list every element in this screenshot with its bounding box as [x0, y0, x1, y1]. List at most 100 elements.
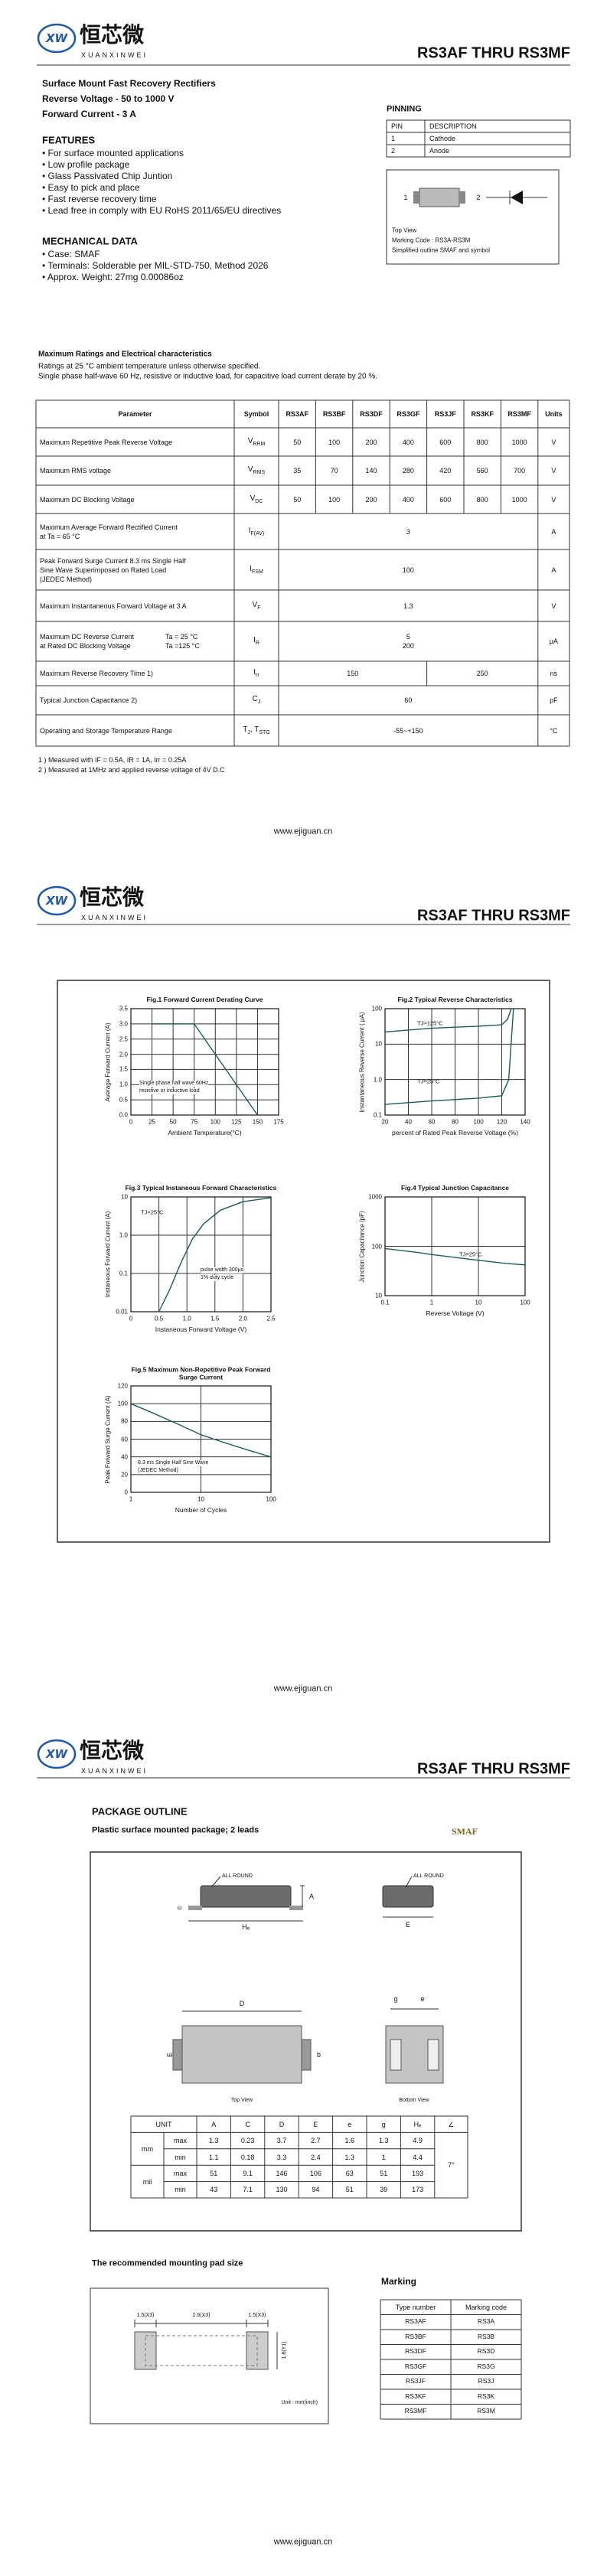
unit: μA [549, 637, 558, 645]
text: max [173, 2136, 187, 2144]
text: RS3K [477, 2392, 495, 2400]
x-tick-label: 0 [129, 1118, 133, 1126]
column-header: RS3JF [434, 409, 456, 418]
chart-panel [57, 980, 550, 1543]
chart-title: Fig.3 Typical Instaneous Forward Charact… [125, 1184, 277, 1192]
text: C [245, 2120, 250, 2128]
parameter: at Ta = 65 °C [40, 532, 80, 540]
part-range: RS3AF THRU RS3MF [416, 907, 570, 924]
value: -55~+150 [393, 726, 423, 735]
value: 800 [476, 495, 488, 504]
symbol-sub: J [257, 699, 261, 705]
column-header: RS3MF [507, 409, 531, 418]
text: RS3D [477, 2347, 495, 2356]
value: 2.4 [311, 2153, 321, 2161]
value: 100 [328, 495, 341, 504]
feature-item: • Lead free in comply with EU RoHS 2011/… [42, 205, 282, 217]
parameter: Operating and Storage Temperature Range [40, 726, 172, 735]
data-line [384, 1008, 514, 1105]
symbol-base: V [247, 465, 253, 474]
y-tick-label: 100 [117, 1400, 128, 1407]
logo-text: XW [45, 1747, 69, 1761]
subtitle: Plastic surface mounted package; 2 leads [92, 1825, 259, 1835]
y-tick-label: 60 [121, 1435, 128, 1443]
y-tick-label: 0.0 [119, 1111, 128, 1119]
text: g [381, 2120, 386, 2128]
x-tick-label: 100 [520, 1299, 530, 1306]
symbol: VDC [250, 494, 263, 504]
chart-title: Fig.2 Typical Reverse Characteristics [397, 996, 513, 1004]
parameter: Maximum DC Blocking Voltage [40, 495, 135, 504]
text: RS3A [477, 2317, 495, 2326]
annotation: resistive or inductive load [139, 1087, 200, 1095]
value: 140 [365, 466, 377, 474]
part-range: RS3AF THRU RS3MF [416, 1760, 570, 1778]
text: Anode [429, 146, 450, 155]
leader [210, 1876, 221, 1888]
text: 1 [403, 193, 408, 201]
value: 560 [476, 466, 488, 474]
y-tick-label: 10 [375, 1292, 382, 1299]
product-title: Surface Mount Fast Recovery Rectifiers [42, 78, 216, 90]
mechanical-item: • Case: SMAF [42, 249, 100, 260]
value: 400 [402, 495, 414, 504]
x-tick-label: 10 [197, 1495, 204, 1503]
text: max [173, 2169, 187, 2177]
brand-en: XUANXINWEI [81, 1766, 148, 1775]
x-tick-label: 20 [381, 1118, 389, 1126]
view-label: Bottom View [399, 2097, 429, 2103]
plot-frame [130, 1196, 272, 1312]
x-tick-label: 50 [169, 1118, 177, 1126]
column-header: RS3AF [286, 409, 308, 418]
package-outline [145, 2335, 258, 2366]
data-line [152, 1023, 258, 1116]
text: A [211, 2120, 217, 2128]
dim-label: E [165, 2052, 174, 2058]
symbol-sub: F(AV) [250, 530, 265, 536]
text: RS3MF [404, 2407, 427, 2415]
x-tick-label: 1.5 [210, 1315, 220, 1322]
dim-label: g [393, 1994, 398, 2003]
parameter: Maximum DC Reverse Current [40, 632, 135, 641]
lead [289, 1906, 303, 1910]
mechanical-item: • Terminals: Solderable per MIL-STD-750,… [42, 260, 269, 272]
parameter: at Rated DC Blocking Voltage [40, 641, 131, 650]
column-header: Units [545, 409, 563, 418]
x-tick-label: 1.0 [182, 1315, 191, 1322]
column-header: Symbol [243, 409, 269, 418]
value: 150 [347, 669, 359, 677]
x-tick-label: 125 [231, 1118, 242, 1126]
text: 2 [476, 193, 481, 201]
text: RS3M [477, 2407, 495, 2415]
value: 700 [514, 466, 526, 474]
plot-frame [130, 1008, 279, 1116]
symbol-sub: STG [259, 729, 270, 735]
unit: A [551, 527, 556, 536]
x-axis-label: Ambient Temperature(°C) [168, 1129, 242, 1137]
x-axis-label: Instaneous Forward Voltage (V) [155, 1325, 247, 1334]
annotation: 1% duty cycle [201, 1274, 234, 1282]
x-axis-label: Number of Cycles [175, 1506, 227, 1515]
value: 1.3 [208, 2136, 219, 2144]
x-tick-label: 175 [273, 1118, 284, 1126]
text: min [175, 2186, 186, 2194]
feature-item: • Glass Passivated Chip Juntion [42, 171, 173, 182]
y-tick-label: 1000 [368, 1193, 382, 1201]
symbol: IFSM [250, 564, 263, 575]
brand-cn: 恒芯微 [80, 1738, 145, 1762]
value: 1.3 [378, 2136, 389, 2144]
symbol-base: I [250, 564, 252, 573]
symbol-base: V [247, 436, 253, 445]
footer-url: www.ejiguan.cn [273, 827, 333, 836]
value: 9.1 [243, 2169, 253, 2177]
value: 0.23 [240, 2136, 255, 2144]
y-axis-label: Instantaneous Reverse Current ( μA) [358, 1012, 366, 1112]
symbol-base: V [250, 494, 256, 503]
value: 43 [210, 2186, 218, 2194]
series-label: TJ=25°C [141, 1208, 164, 1216]
part-range: RS3AF THRU RS3MF [416, 44, 570, 62]
parameter: Maximum Average Forward Rectified Curren… [40, 523, 178, 531]
pad [390, 2039, 402, 2071]
parameter: Typical Junction Capacitance 2) [40, 696, 138, 704]
